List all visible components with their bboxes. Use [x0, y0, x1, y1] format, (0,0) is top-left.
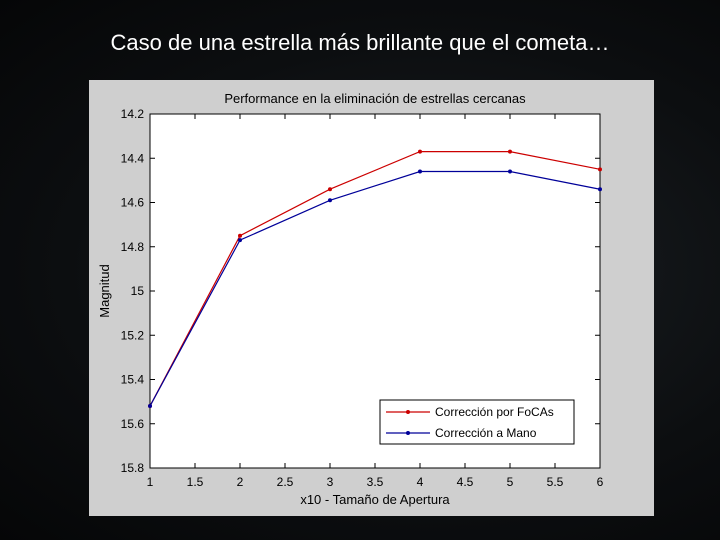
x-axis-label: x10 - Tamaño de Apertura [300, 492, 450, 507]
y-tick-label: 15 [131, 284, 145, 298]
series-1-point [508, 149, 512, 154]
legend-label: Corrección a Mano [435, 426, 537, 440]
y-tick-label: 15.6 [121, 417, 145, 431]
y-tick-label: 14.8 [121, 240, 145, 254]
series-line-1 [149, 151, 601, 407]
line-chart: Performance en la eliminación de estrell… [97, 91, 604, 507]
series-2-point [238, 238, 242, 243]
x-tick-label: 2 [237, 475, 244, 489]
x-tick-label: 1 [147, 475, 154, 489]
series-2-point [328, 198, 332, 203]
legend-label: Corrección por FoCAs [435, 405, 554, 419]
series-2-point [598, 187, 602, 192]
series-2-point [148, 404, 152, 409]
legend: Corrección por FoCAs Corrección a Mano [379, 399, 575, 445]
chart-title: Performance en la eliminación de estrell… [224, 91, 526, 106]
x-tick-label: 3.5 [367, 475, 384, 489]
chart-figure: Performance en la eliminación de estrell… [89, 80, 654, 516]
x-tick-label: 4.5 [457, 475, 474, 489]
axis-ticks: 1 1.5 2 2.5 3 3.5 4 4.5 5 5.5 6 14.2 14.4 14.6 14.8 15 1… [121, 107, 604, 489]
series-1-point [418, 149, 422, 154]
y-tick-label: 15.2 [121, 328, 145, 342]
x-tick-label: 2.5 [277, 475, 294, 489]
y-tick-label: 15.4 [121, 373, 145, 387]
y-tick-label: 14.2 [121, 107, 145, 121]
legend-box [379, 399, 575, 445]
x-tick-label: 5 [507, 475, 514, 489]
slide-title: Caso de una estrella más brillante que e… [110, 30, 610, 55]
y-axis-label: Magnitud [97, 264, 112, 317]
y-tick-label: 14.4 [121, 151, 145, 165]
series-line-2 [149, 170, 601, 407]
legend-swatch-marker [406, 431, 410, 435]
y-tick-label: 15.8 [121, 461, 145, 475]
legend-swatch-marker [406, 410, 410, 414]
series-2-point [418, 169, 422, 174]
x-tick-label: 6 [597, 475, 604, 489]
y-tick-label: 14.6 [121, 196, 145, 210]
x-tick-label: 1.5 [187, 475, 204, 489]
series-2-point [508, 169, 512, 174]
series-1-point [238, 233, 242, 238]
x-tick-label: 4 [417, 475, 424, 489]
series-1-point [328, 187, 332, 192]
x-tick-label: 3 [327, 475, 334, 489]
series-1-point [598, 167, 602, 172]
series-group [148, 149, 602, 409]
x-tick-label: 5.5 [547, 475, 564, 489]
